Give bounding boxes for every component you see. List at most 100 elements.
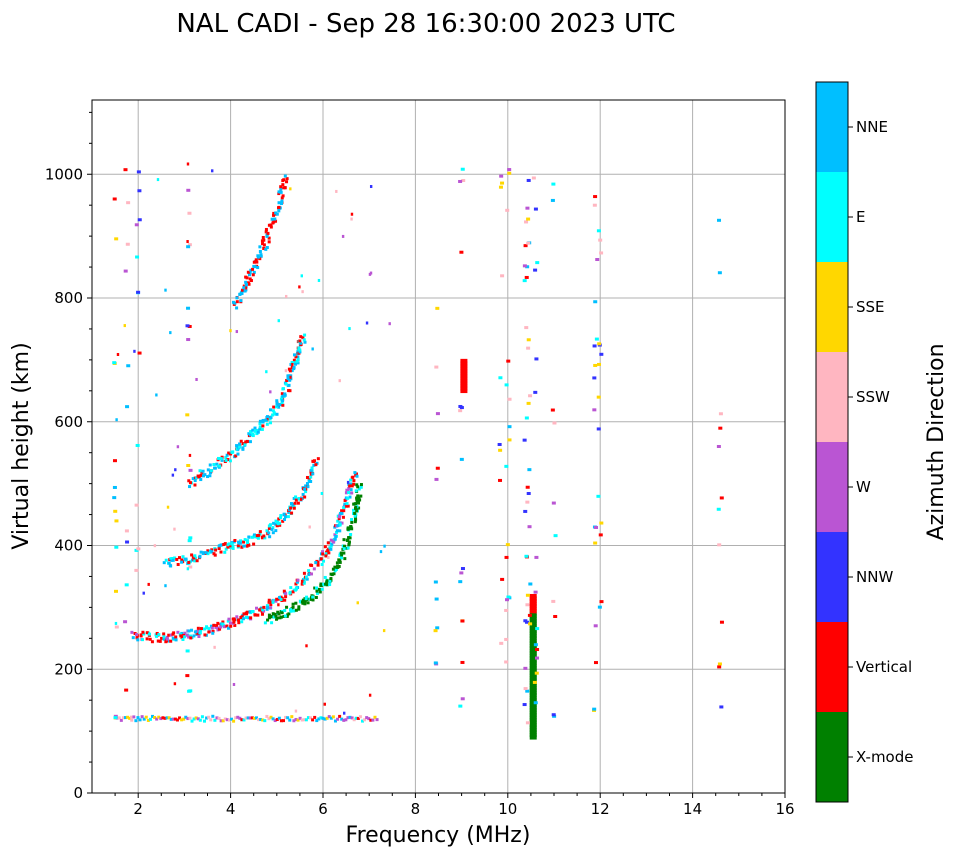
echo-point [272, 211, 276, 215]
echo-point [277, 190, 281, 194]
echo-point [260, 612, 264, 616]
echo-point [338, 554, 342, 558]
echo-point [312, 567, 316, 571]
echo-point [529, 670, 537, 676]
echo-point [194, 556, 198, 560]
echo-point [529, 722, 537, 728]
echo-point [300, 274, 303, 278]
echo-point [251, 432, 255, 436]
echo-point [291, 362, 294, 366]
echo-point [552, 421, 557, 425]
echo-point [294, 362, 298, 366]
echo-point [265, 607, 269, 611]
echo-point [529, 720, 537, 725]
echo-point [593, 541, 598, 545]
echo-point [244, 440, 248, 444]
echo-point [350, 491, 354, 495]
echo-point [275, 212, 279, 216]
echo-point [186, 188, 191, 192]
echo-point [523, 666, 528, 670]
echo-point [112, 361, 117, 365]
echo-point [529, 641, 537, 646]
echo-point [593, 363, 598, 367]
echo-point [252, 260, 256, 264]
echo-point [174, 468, 177, 472]
echo-point [288, 508, 292, 512]
echo-point [193, 483, 197, 487]
echo-point [297, 605, 301, 609]
echo-point [242, 284, 246, 288]
echo-point [597, 362, 602, 366]
echo-point [353, 520, 357, 524]
echo-point [529, 717, 537, 723]
echo-point [309, 468, 313, 472]
echo-point [329, 716, 333, 720]
x-tick-label: 2 [133, 800, 143, 818]
x-axis-ticks: 2 4 6 8 10 12 14 16 [114, 793, 795, 818]
echo-point [211, 169, 214, 173]
echo-point [719, 496, 724, 500]
echo-point [341, 515, 345, 519]
echo-point [507, 438, 512, 442]
echo-point [346, 496, 350, 500]
echo-point [281, 183, 285, 187]
echo-point [237, 618, 241, 622]
echo-point [301, 492, 305, 496]
echo-point [245, 610, 249, 614]
echo-point [221, 620, 225, 624]
echo-point [353, 471, 357, 475]
echo-point [114, 625, 119, 629]
echo-point [262, 605, 266, 609]
echo-point [259, 254, 263, 258]
echo-point [266, 606, 270, 610]
echo-point [223, 542, 227, 546]
echo-point [278, 523, 282, 527]
echo-point [233, 618, 237, 622]
echo-point [528, 582, 533, 586]
echo-point [246, 716, 250, 720]
echo-point [211, 629, 215, 633]
echo-point [718, 426, 723, 430]
echo-point [353, 514, 357, 518]
echo-point [188, 689, 193, 693]
echo-point [594, 337, 599, 341]
echo-point [192, 634, 196, 638]
echo-point [265, 529, 269, 533]
echo-point [211, 714, 215, 718]
echo-point [199, 627, 203, 631]
echo-point [296, 718, 300, 722]
echo-point [460, 366, 468, 371]
y-axis-label: Virtual height (km) [9, 342, 34, 549]
echo-point [261, 236, 265, 240]
echo-point [269, 223, 273, 227]
echo-point [208, 463, 212, 467]
echo-point [294, 709, 298, 713]
echo-point [499, 641, 504, 645]
echo-point [269, 415, 273, 419]
echo-point [226, 458, 230, 462]
echo-point [529, 648, 537, 653]
echo-point [460, 386, 468, 391]
echo-point [529, 675, 537, 681]
echo-point [265, 604, 269, 608]
echo-point [346, 480, 350, 484]
echo-point [289, 586, 293, 590]
echo-point [125, 242, 130, 246]
echo-point [348, 327, 351, 331]
echo-point [183, 557, 187, 561]
echo-point [250, 610, 254, 614]
echo-point [201, 469, 205, 473]
echo-point [259, 253, 263, 257]
echo-point [315, 719, 319, 723]
echo-point [459, 457, 464, 461]
echo-point [315, 591, 319, 595]
echo-point [261, 242, 265, 246]
echo-point [265, 370, 268, 374]
echo-point [258, 257, 262, 261]
echo-point [236, 544, 240, 548]
echo-point [218, 464, 222, 468]
echo-point [183, 631, 187, 635]
echo-point [309, 716, 313, 720]
echo-point [281, 403, 285, 407]
echo-point [261, 608, 265, 612]
